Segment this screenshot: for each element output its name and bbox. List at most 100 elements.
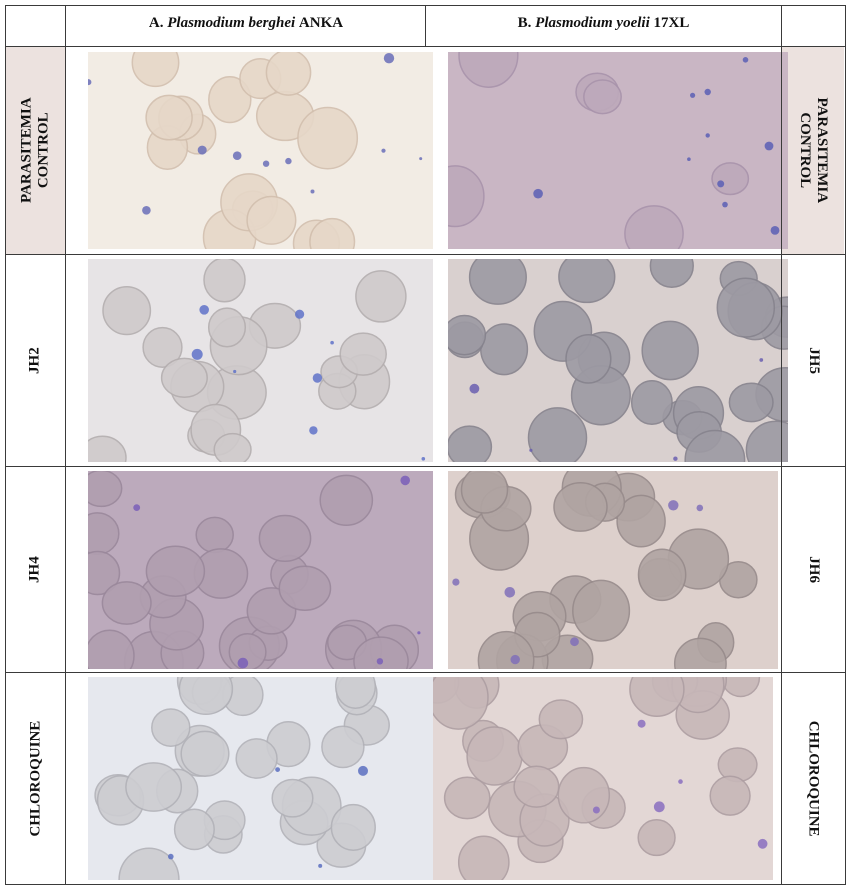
row-label-left-1-text: JH2 [27,347,44,374]
parasite-stain [199,305,209,315]
red-blood-cell [448,425,493,462]
row-label-right-3: CHLOROQUINE [782,673,844,884]
table-border-left [5,5,6,885]
smear-image [88,52,433,249]
parasite-stain [764,141,774,151]
parasite-stain [88,79,92,86]
column-header-b: B. Plasmodium yoelii 17XL [426,0,781,46]
micrograph-berghei-chloroquine [88,677,433,880]
red-blood-cell [572,579,631,642]
micrograph-yoelii-control [448,52,788,249]
row-label-left-0-text: PARASITEMIA CONTROL [18,98,53,204]
red-blood-cell [178,677,234,716]
parasite-stain [142,206,151,215]
red-blood-cell [151,708,191,747]
red-blood-cell [480,323,529,376]
red-blood-cell [145,545,206,597]
red-blood-cell [195,516,234,554]
red-blood-cell [565,334,612,384]
red-blood-cell [278,565,332,611]
red-blood-cell [673,637,727,669]
parasite-stain [533,188,543,199]
parasite-stain [381,148,386,153]
parasite-stain [673,456,678,461]
red-blood-cell [709,775,751,816]
red-blood-cell [207,307,247,348]
parasite-stain [191,348,203,360]
row-label-right-2-line-1: JH6 [805,556,822,583]
red-blood-cell [334,677,377,709]
smear-image [448,471,778,669]
row-label-right-1-line-1: JH5 [805,347,822,374]
parasite-stain [592,806,600,814]
row-divider [5,672,846,673]
row-label-left-1-line-1: JH2 [26,347,43,374]
red-blood-cell [711,162,750,196]
row-label-left-1: JH2 [6,255,65,466]
red-blood-cell [213,432,252,462]
row-label-right-0-line-2: CONTROL [797,112,814,189]
red-blood-cell [448,314,487,356]
parasite-stain [309,426,318,435]
parasite-stain [285,157,292,165]
column-divider [65,5,66,885]
red-blood-cell [309,217,356,249]
row-label-right-0: PARASITEMIA CONTROL [782,47,844,254]
micrograph-yoelii-chloroquine [433,677,773,880]
red-blood-cell [203,259,246,303]
red-blood-cell [448,165,485,228]
red-blood-cell [142,326,183,368]
parasite-stain [275,767,280,772]
red-blood-cell [637,819,676,857]
smear-image [88,471,433,669]
parasite-stain [704,88,711,96]
table-border-right [845,5,846,885]
red-blood-cell [637,548,687,602]
parasite-stain [376,658,384,665]
micrograph-berghei-jh4 [88,471,433,669]
red-blood-cell [477,630,535,669]
red-blood-cell [180,730,230,777]
parasite-stain [262,160,270,167]
red-blood-cell [553,481,608,532]
parasite-stain [653,801,665,813]
parasite-stain [237,657,249,669]
red-blood-cell [558,259,616,304]
red-blood-cell [145,94,193,141]
red-blood-cell [297,106,359,170]
red-blood-cell [271,778,314,818]
row-label-right-1: JH5 [782,255,844,466]
red-blood-cell [527,407,588,462]
parasite-stain [168,853,174,860]
parasite-stain [504,587,516,598]
parasite-stain [770,226,780,235]
row-label-left-3-text: CHLOROQUINE [27,721,44,837]
column-header-b-species: Plasmodium yoelii [535,14,650,31]
parasite-stain [383,53,395,64]
parasite-stain [705,133,710,138]
red-blood-cell [321,725,365,769]
micrograph-berghei-jh2 [88,259,433,462]
column-header-b-prefix: B. [517,14,532,31]
parasite-stain [696,504,704,512]
parasite-stain [232,151,242,160]
red-blood-cell [457,835,510,880]
red-blood-cell [728,382,774,423]
row-label-right-2: JH6 [782,467,844,672]
red-blood-cell [460,471,509,514]
red-blood-cell [468,259,527,305]
row-label-left-2-line-1: JH4 [26,556,43,583]
row-label-left-0-line-2: CONTROL [35,112,52,189]
red-blood-cell [330,803,376,851]
parasite-stain [690,92,696,98]
red-blood-cell [443,776,491,820]
red-blood-cell [641,320,699,381]
red-blood-cell [745,420,788,462]
parasite-stain [637,719,646,728]
red-blood-cell [624,205,684,249]
parasite-stain [133,504,141,511]
parasite-stain [469,383,480,394]
red-blood-cell [88,435,127,462]
column-header-a-suffix: ANKA [298,14,344,31]
